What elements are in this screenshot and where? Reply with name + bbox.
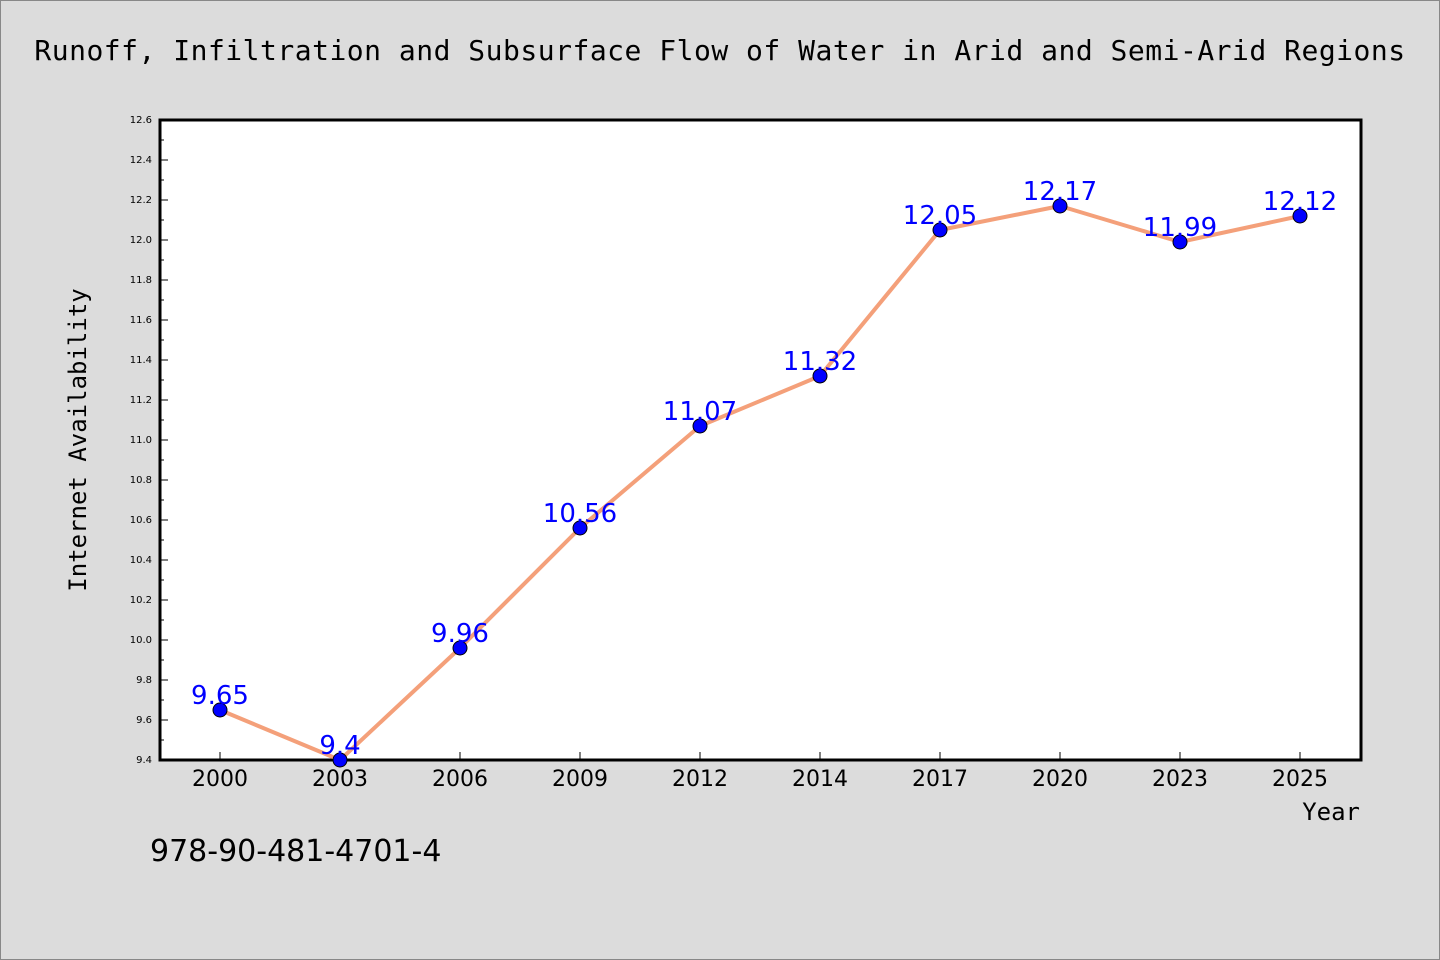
data-point xyxy=(212,702,228,718)
y-tick-label: 9.6 xyxy=(136,715,152,726)
y-tick-label: 10.8 xyxy=(130,475,152,486)
series-group: 9.65 9.4 9.96 10.56 11.07 11.32 12.05 12.17 11.9… xyxy=(191,177,1337,768)
y-tick-label: 12.2 xyxy=(130,195,152,206)
data-point xyxy=(1172,234,1188,250)
x-tick-label: 2006 xyxy=(432,767,488,792)
data-label: 11.32 xyxy=(783,347,857,377)
x-tick-label: 2020 xyxy=(1032,767,1088,792)
y-tick-label: 10.6 xyxy=(130,515,152,526)
data-point xyxy=(572,520,588,536)
data-point xyxy=(1292,208,1308,224)
y-tick-label: 11.0 xyxy=(130,435,152,446)
x-tick-label: 2025 xyxy=(1272,767,1328,792)
data-point xyxy=(332,752,348,768)
y-tick-label: 9.4 xyxy=(136,755,152,766)
data-point xyxy=(932,222,948,238)
x-axis: 2000 2003 2006 2009 2012 2014 2017 2020 2023 2025 xyxy=(192,752,1328,792)
y-axis: 9.4 9.6 9.8 10.0 10.2 10.4 10.6 10.8 11.0 11.2 11.… xyxy=(130,115,168,766)
data-label: 9.96 xyxy=(431,619,489,649)
plot-area xyxy=(158,118,1363,762)
x-tick-label: 2009 xyxy=(552,767,608,792)
y-tick-label: 12.0 xyxy=(130,235,152,246)
x-tick-label: 2000 xyxy=(192,767,248,792)
data-label: 9.4 xyxy=(319,731,360,761)
y-axis-label: Internet Availability xyxy=(64,288,92,591)
data-point xyxy=(1052,198,1068,214)
data-point xyxy=(452,640,468,656)
data-label: 12.05 xyxy=(903,201,977,231)
y-tick-label: 11.2 xyxy=(130,395,152,406)
y-tick-label: 12.6 xyxy=(130,115,152,126)
data-label: 12.17 xyxy=(1023,177,1097,207)
x-tick-label: 2014 xyxy=(792,767,848,792)
x-tick-label: 2023 xyxy=(1152,767,1208,792)
y-tick-label: 10.0 xyxy=(130,635,152,646)
data-label: 11.99 xyxy=(1143,213,1217,243)
y-tick-label: 10.2 xyxy=(130,595,152,606)
x-tick-label: 2003 xyxy=(312,767,368,792)
data-point xyxy=(692,418,708,434)
data-point xyxy=(812,368,828,384)
data-label: 11.07 xyxy=(663,397,737,427)
series-line xyxy=(219,204,1301,762)
y-tick-label: 9.8 xyxy=(136,675,152,686)
y-tick-label: 10.4 xyxy=(130,555,152,566)
data-label: 10.56 xyxy=(543,499,617,529)
y-tick-label: 11.4 xyxy=(130,355,152,366)
y-tick-label: 11.8 xyxy=(130,275,152,286)
x-axis-label: Year xyxy=(1302,798,1360,826)
data-label: 12.12 xyxy=(1263,187,1337,217)
data-label: 9.65 xyxy=(191,681,249,711)
x-tick-label: 2012 xyxy=(672,767,728,792)
footer-code: 978-90-481-4701-4 xyxy=(150,834,442,869)
chart-title: Runoff, Infiltration and Subsurface Flow… xyxy=(34,34,1406,67)
y-tick-label: 12.4 xyxy=(130,155,152,166)
y-tick-label: 11.6 xyxy=(130,315,152,326)
x-tick-label: 2017 xyxy=(912,767,968,792)
